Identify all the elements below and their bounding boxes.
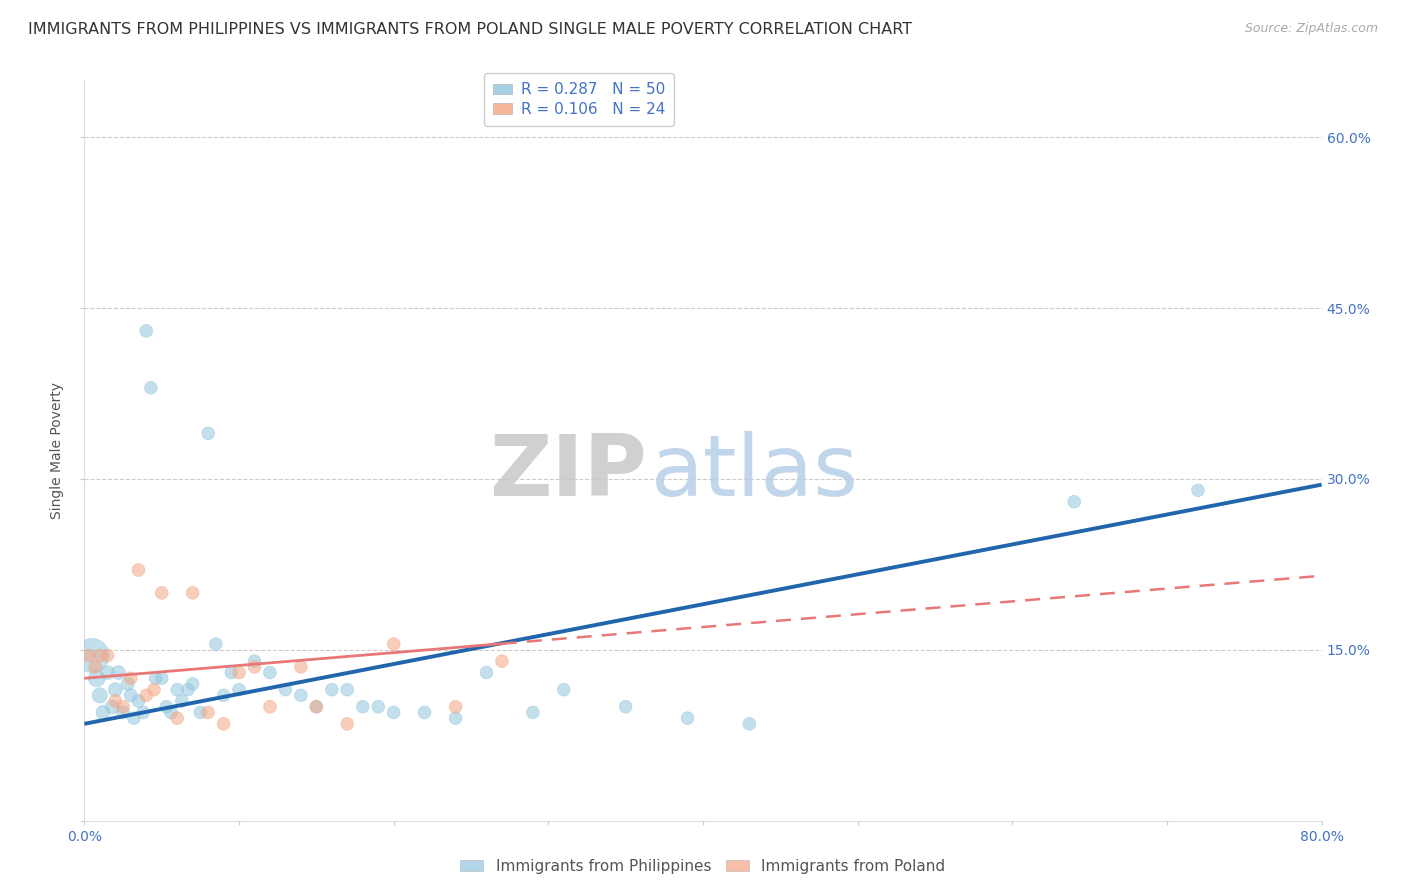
Point [89,648,111,663]
Text: ZIP: ZIP [489,431,647,514]
Point [614,699,637,714]
Point [155,699,177,714]
Point [82,648,104,663]
Point [522,706,544,720]
Point [89,689,111,703]
Point [181,586,204,600]
Point [259,665,281,680]
Legend: R = 0.287   N = 50, R = 0.106   N = 24: R = 0.287 N = 50, R = 0.106 N = 24 [484,73,675,126]
Point [382,637,405,651]
Point [160,706,183,720]
Point [77,648,100,663]
Point [143,682,166,697]
Point [197,706,219,720]
Point [444,699,467,714]
Point [205,637,228,651]
Point [738,716,761,731]
Point [101,699,124,714]
Point [120,689,142,703]
Point [91,706,114,720]
Point [135,324,157,338]
Point [475,665,498,680]
Point [139,381,162,395]
Point [1063,494,1085,508]
Point [413,706,436,720]
Point [84,660,107,674]
Point [352,699,374,714]
Point [336,716,359,731]
Point [181,677,204,691]
Point [243,660,266,674]
Point [382,706,405,720]
Point [305,699,328,714]
Point [112,706,135,720]
Point [86,671,108,685]
Point [104,694,127,708]
Point [127,563,149,577]
Point [166,711,188,725]
Point [553,682,575,697]
Point [444,711,467,725]
Point [120,671,142,685]
Point [188,706,211,720]
Point [259,699,281,714]
Text: atlas: atlas [651,431,859,514]
Point [117,677,139,691]
Point [1187,483,1209,498]
Point [132,706,155,720]
Point [290,689,312,703]
Point [336,682,359,697]
Text: IMMIGRANTS FROM PHILIPPINES VS IMMIGRANTS FROM POLAND SINGLE MALE POVERTY CORREL: IMMIGRANTS FROM PHILIPPINES VS IMMIGRANT… [28,22,912,37]
Point [676,711,699,725]
Point [135,689,157,703]
Y-axis label: Single Male Poverty: Single Male Poverty [51,382,65,519]
Point [166,682,188,697]
Point [212,689,235,703]
Text: Source: ZipAtlas.com: Source: ZipAtlas.com [1244,22,1378,36]
Point [112,699,135,714]
Point [170,694,193,708]
Point [228,665,250,680]
Point [150,671,173,685]
Legend: Immigrants from Philippines, Immigrants from Poland: Immigrants from Philippines, Immigrants … [454,853,952,880]
Point [274,682,297,697]
Point [145,671,167,685]
Point [243,654,266,668]
Point [197,426,219,441]
Point [491,654,513,668]
Point [96,648,118,663]
Point [367,699,389,714]
Point [150,586,173,600]
Point [104,682,127,697]
Point [228,682,250,697]
Point [212,716,235,731]
Point [290,660,312,674]
Point [127,694,149,708]
Point [107,665,129,680]
Point [305,699,328,714]
Point [177,682,200,697]
Point [321,682,343,697]
Point [96,665,118,680]
Point [219,665,242,680]
Point [122,711,145,725]
